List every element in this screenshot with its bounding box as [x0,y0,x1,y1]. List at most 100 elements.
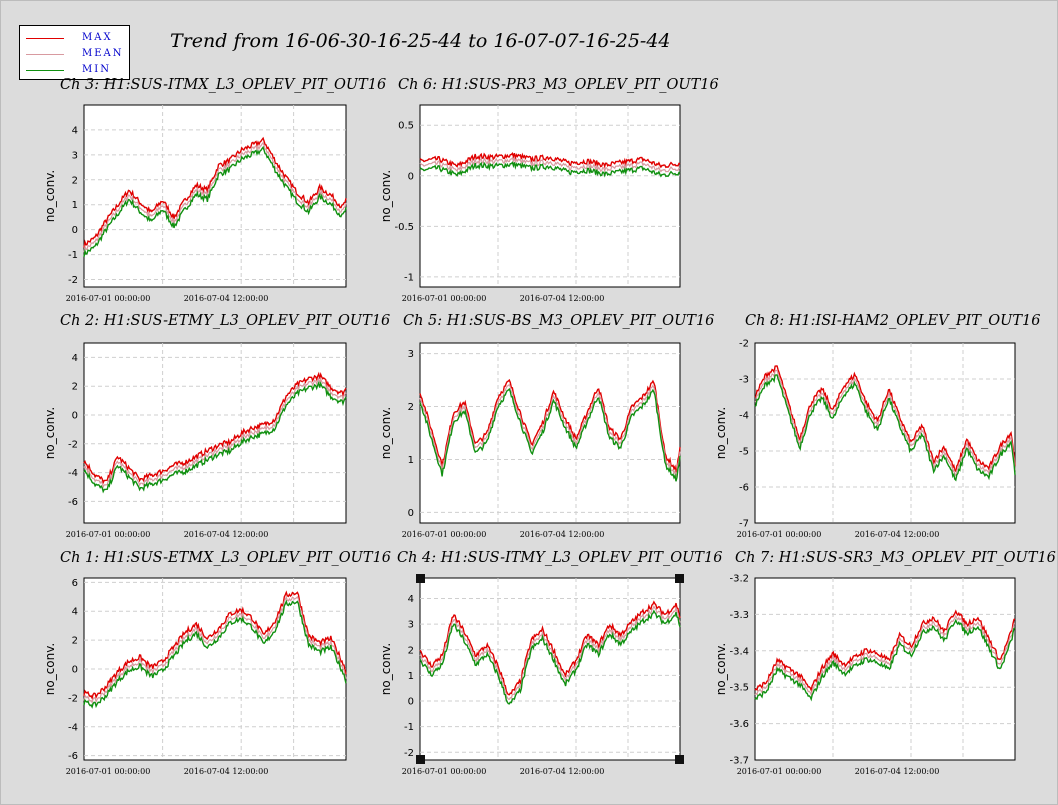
y-tick-label: -0.5 [394,222,414,233]
legend-swatch-max [26,38,64,39]
x-tick-label: 2016-07-01 00:00:00 [402,530,487,539]
y-tick-label: -7 [739,519,749,530]
y-tick-label: -5 [739,447,749,458]
y-axis-label: no_conv. [714,407,728,459]
y-tick-label: 6 [72,578,78,589]
x-tick-label: 2016-07-04 12:00:00 [520,530,605,539]
series-mean-line [83,376,347,489]
x-tick-label: 2016-07-04 12:00:00 [855,767,940,776]
series-max-line [83,371,347,485]
series-min-line [754,618,1016,702]
y-tick-label: -3.5 [729,683,749,694]
y-axis-label: no_conv. [379,407,393,459]
y-tick-label: -6 [68,751,78,762]
plot-area [754,342,1016,524]
y-tick-label: -3 [739,375,749,386]
y-tick-label: -1 [68,250,78,261]
chart-title: Ch 6: H1:SUS-PR3_M3_OPLEV_PIT_OUT16 [398,77,719,93]
legend-label-mean: MEAN [82,48,124,59]
x-tick-label: 2016-07-04 12:00:00 [184,767,269,776]
chart-ch2: 4 2 0 -2 -4 -6 2016-07-01 00:00:00 2016-07-04 1… [43,313,390,539]
y-tick-label: 0.5 [398,121,414,132]
chart-ch4: 4 3 2 1 0 -1 -2 2016-07-01 00:00:00 2016-07-04 1… [379,550,722,776]
x-tick-label: 2016-07-01 00:00:00 [66,767,151,776]
chart-title: Ch 5: H1:SUS-BS_M3_OPLEV_PIT_OUT16 [403,313,714,329]
y-tick-label: 0 [72,665,78,676]
series-min-line [419,387,681,482]
legend-swatch-min [26,70,64,71]
y-tick-label: -2 [739,339,749,350]
y-tick-label: 0 [72,225,78,236]
y-tick-label: -2 [68,693,78,704]
y-tick-label: -3.7 [729,756,749,767]
selection-handle[interactable] [416,755,425,764]
y-tick-label: -2 [404,748,414,759]
x-tick-label: 2016-07-04 12:00:00 [855,530,940,539]
plot-area [419,342,681,524]
series-min-line [419,609,681,705]
chart-ch1: 6 4 2 0 -2 -4 -6 2016-07-01 00:00:00 2016-07-04 … [43,550,391,776]
y-tick-label: 2 [72,382,78,393]
legend-item-min: MIN [26,64,126,76]
y-axis-label: no_conv. [379,643,393,695]
y-tick-label: 0 [408,171,414,182]
series-mean-line [419,383,681,477]
y-tick-label: 4 [72,125,78,136]
x-tick-label: 2016-07-01 00:00:00 [66,294,151,303]
legend-item-max: MAX [26,32,126,44]
y-tick-label: -4 [739,411,749,422]
series-max-line [83,136,347,248]
y-tick-label: 1 [72,200,78,211]
y-tick-label: 3 [72,150,78,161]
series-max-line [419,600,681,696]
chart-title: Ch 8: H1:ISI-HAM2_OPLEV_PIT_OUT16 [745,313,1040,329]
y-axis-label: no_conv. [714,643,728,695]
y-tick-label: 2 [408,645,414,656]
series-mean-line [419,156,681,173]
chart-title: Ch 2: H1:SUS-ETMY_L3_OPLEV_PIT_OUT16 [60,313,390,329]
series-max-line [419,152,681,169]
legend-item-mean: MEAN [26,48,126,60]
series-min-line [83,380,347,494]
legend-swatch-mean [26,54,64,55]
y-tick-label: 2 [72,636,78,647]
y-tick-label: 2 [408,402,414,413]
chart-title: Ch 1: H1:SUS-ETMX_L3_OPLEV_PIT_OUT16 [60,550,391,566]
y-tick-label: 4 [72,353,78,364]
y-tick-label: 3 [408,349,414,360]
series-mean-line [754,369,1016,477]
y-tick-label: -1 [404,722,414,733]
chart-ch5: 0 1 2 3 2016-07-01 00:00:00 2016-07-04 12:00:… [379,313,714,539]
y-tick-label: -4 [68,468,78,479]
page-title: Trend from 16-06-30-16-25-44 to 16-07-07… [170,30,671,52]
y-tick-label: -6 [739,483,749,494]
series-min-line [83,599,347,709]
selection-handle[interactable] [675,574,684,583]
y-tick-label: 0 [408,508,414,519]
x-tick-label: 2016-07-04 12:00:00 [520,294,605,303]
y-tick-label: -3.6 [729,719,749,730]
selection-handle[interactable] [416,574,425,583]
y-tick-label: 3 [408,620,414,631]
y-tick-label: 1 [408,671,414,682]
plot-area [419,577,681,761]
x-tick-label: 2016-07-01 00:00:00 [66,530,151,539]
chart-ch6: 0.5 0 -0.5 -1 2016-07-01 00:00:00 2016-07-04 … [379,77,719,303]
series-min-line [419,161,681,178]
series-mean-line [419,605,681,700]
x-tick-label: 2016-07-01 00:00:00 [737,530,822,539]
legend-label-max: MAX [82,32,113,43]
y-tick-label: -6 [68,497,78,508]
legend-label-min: MIN [82,64,111,75]
y-tick-label: -2 [68,439,78,450]
y-tick-label: -3.4 [729,646,749,657]
y-tick-label: -3.3 [729,610,749,621]
series-min-line [83,145,347,258]
legend: MAX MEAN MIN [19,25,130,80]
selection-handle[interactable] [675,755,684,764]
y-tick-label: 0 [408,697,414,708]
x-tick-label: 2016-07-01 00:00:00 [402,767,487,776]
y-tick-label: -3.2 [729,574,749,585]
